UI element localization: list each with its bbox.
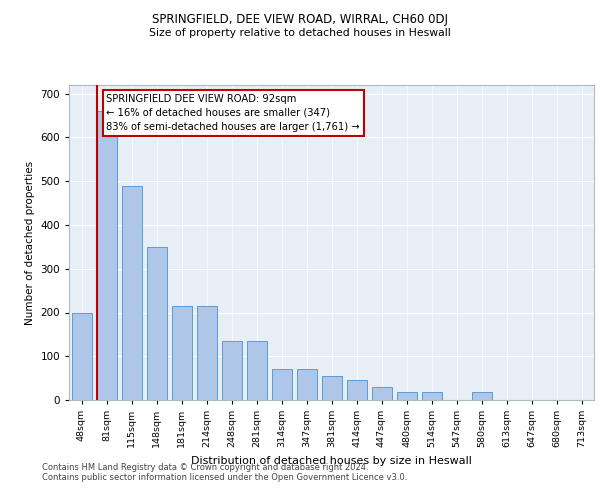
Bar (421, 392, 442, 400)
Bar (97, 111, 116, 400)
Bar (172, 306, 191, 400)
Text: Contains public sector information licensed under the Open Government Licence v3: Contains public sector information licen… (42, 474, 407, 482)
Bar (322, 376, 341, 400)
X-axis label: Distribution of detached houses by size in Heswall: Distribution of detached houses by size … (191, 456, 472, 466)
Bar (397, 392, 416, 400)
Bar (221, 341, 241, 400)
Text: Size of property relative to detached houses in Heswall: Size of property relative to detached ho… (149, 28, 451, 38)
Text: SPRINGFIELD, DEE VIEW ROAD, WIRRAL, CH60 0DJ: SPRINGFIELD, DEE VIEW ROAD, WIRRAL, CH60… (152, 12, 448, 26)
Bar (71, 312, 91, 400)
Bar (146, 247, 167, 400)
Bar (121, 186, 142, 400)
Y-axis label: Number of detached properties: Number of detached properties (25, 160, 35, 324)
Bar (271, 370, 292, 400)
Text: Contains HM Land Registry data © Crown copyright and database right 2024.: Contains HM Land Registry data © Crown c… (42, 462, 368, 471)
Bar (347, 380, 367, 400)
Text: SPRINGFIELD DEE VIEW ROAD: 92sqm
← 16% of detached houses are smaller (347)
83% : SPRINGFIELD DEE VIEW ROAD: 92sqm ← 16% o… (107, 94, 360, 132)
Bar (296, 370, 317, 400)
Bar (371, 387, 392, 400)
Bar (472, 392, 491, 400)
Bar (197, 306, 217, 400)
Bar (247, 341, 266, 400)
